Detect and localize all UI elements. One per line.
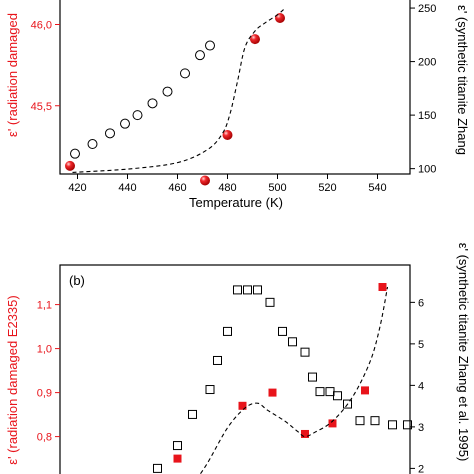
data-point-open-square <box>288 337 297 347</box>
x-tick-label: 440 <box>118 182 136 194</box>
right-tick-label: 3 <box>418 422 424 434</box>
data-point-open-square <box>253 285 262 295</box>
data-point-red-sphere <box>222 130 233 140</box>
data-point-open-circle <box>105 128 115 139</box>
fit-curve <box>72 7 286 173</box>
data-point-open-circle <box>120 118 130 129</box>
plot-frame-a <box>59 0 411 175</box>
data-point-red-square <box>328 419 337 428</box>
plot-frame-b <box>59 264 411 474</box>
x-tick-label: 420 <box>68 182 86 194</box>
x-tick-label: 480 <box>218 182 236 194</box>
data-point-open-square <box>388 420 397 430</box>
left-axis-label-b: ε' (radiation damaged E2335) <box>5 295 20 464</box>
data-point-open-circle <box>180 68 190 79</box>
data-point-open-square <box>223 326 232 336</box>
left-tick-label: 0,9 <box>37 388 52 400</box>
data-point-red-sphere <box>200 175 210 186</box>
data-point-open-square <box>173 441 182 451</box>
data-point-red-square <box>301 429 309 438</box>
x-ticks-a: 420 440 460 480 500 520 540 <box>68 174 387 194</box>
left-tick-label: 45,5 <box>31 101 52 113</box>
panel-a: 420 440 460 480 500 520 540 46,0 45,5 250 200 150… <box>5 0 470 210</box>
data-point-open-circle <box>132 110 143 121</box>
fit-curve <box>199 286 389 474</box>
data-point-red-sphere <box>250 34 260 45</box>
left-tick-label: 46,0 <box>31 20 52 32</box>
data-point-open-square <box>153 463 162 473</box>
data-point-open-square <box>205 385 215 395</box>
data-point-open-square <box>370 416 380 426</box>
left-tick-label: 0,8 <box>37 432 52 444</box>
right-axis-label-b: ε' (synthetic titanite Zhang et al. 1995… <box>456 243 471 462</box>
data-point-red-square <box>238 401 247 410</box>
data-point-open-square <box>265 297 275 307</box>
left-ticks-b: 1,1 1,0 0,9 0,8 <box>37 300 60 444</box>
data-point-open-square <box>188 409 197 419</box>
right-tick-label: 5 <box>418 339 424 351</box>
data-point-red-sphere <box>65 160 75 171</box>
right-ticks-a: 250 200 150 100 <box>410 3 436 176</box>
marks-b <box>153 283 412 474</box>
right-axis-label-a: ε' (synthetic titanite Zhang <box>455 5 470 155</box>
left-tick-label: 1,1 <box>37 300 52 312</box>
x-tick-label: 500 <box>268 182 286 194</box>
panel-label-b: (b) <box>69 273 85 288</box>
data-point-open-circle <box>205 40 215 51</box>
left-tick-label: 1,0 <box>37 344 52 356</box>
data-point-open-circle <box>195 50 205 61</box>
data-point-open-circle <box>70 148 80 159</box>
data-point-open-square <box>233 285 242 295</box>
right-tick-label: 150 <box>418 110 436 122</box>
data-point-open-square <box>333 391 342 401</box>
data-point-open-square <box>300 347 310 357</box>
data-point-red-square <box>378 283 387 291</box>
x-tick-label: 460 <box>168 182 186 194</box>
data-point-red-square <box>361 386 369 395</box>
left-ticks-a: 46,0 45,5 <box>31 20 60 113</box>
data-point-open-square <box>355 416 365 426</box>
data-point-red-square <box>173 454 182 463</box>
right-tick-label: 100 <box>418 164 436 176</box>
x-tick-label: 540 <box>368 182 386 194</box>
data-point-open-square <box>243 285 252 295</box>
right-tick-label: 250 <box>418 3 436 15</box>
right-tick-label: 6 <box>418 297 424 309</box>
right-ticks-b: 6 5 4 3 2 <box>410 297 424 474</box>
data-point-open-square <box>343 399 352 409</box>
left-axis-label-a: ε' (radiation damaged <box>5 13 20 137</box>
right-tick-label: 200 <box>418 57 436 69</box>
data-point-open-square <box>325 387 335 397</box>
data-point-open-square <box>278 326 287 336</box>
right-tick-label: 4 <box>418 380 424 392</box>
marks-a <box>65 7 286 186</box>
data-point-red-sphere <box>275 13 285 23</box>
right-tick-label: 2 <box>418 463 424 474</box>
data-point-open-circle <box>162 86 173 97</box>
data-point-open-square <box>315 387 325 397</box>
data-point-open-circle <box>147 98 158 109</box>
panel-b: 1,1 1,0 0,9 0,8 6 5 4 3 2 (b) ε' (radiation dam… <box>5 243 471 474</box>
x-tick-label: 520 <box>318 182 336 194</box>
x-axis-label-a: Temperature (K) <box>189 195 283 210</box>
data-point-open-square <box>213 355 222 365</box>
data-point-open-square <box>403 420 412 430</box>
data-point-red-square <box>268 388 277 397</box>
data-point-open-square <box>308 372 317 382</box>
data-point-open-circle <box>87 139 98 150</box>
